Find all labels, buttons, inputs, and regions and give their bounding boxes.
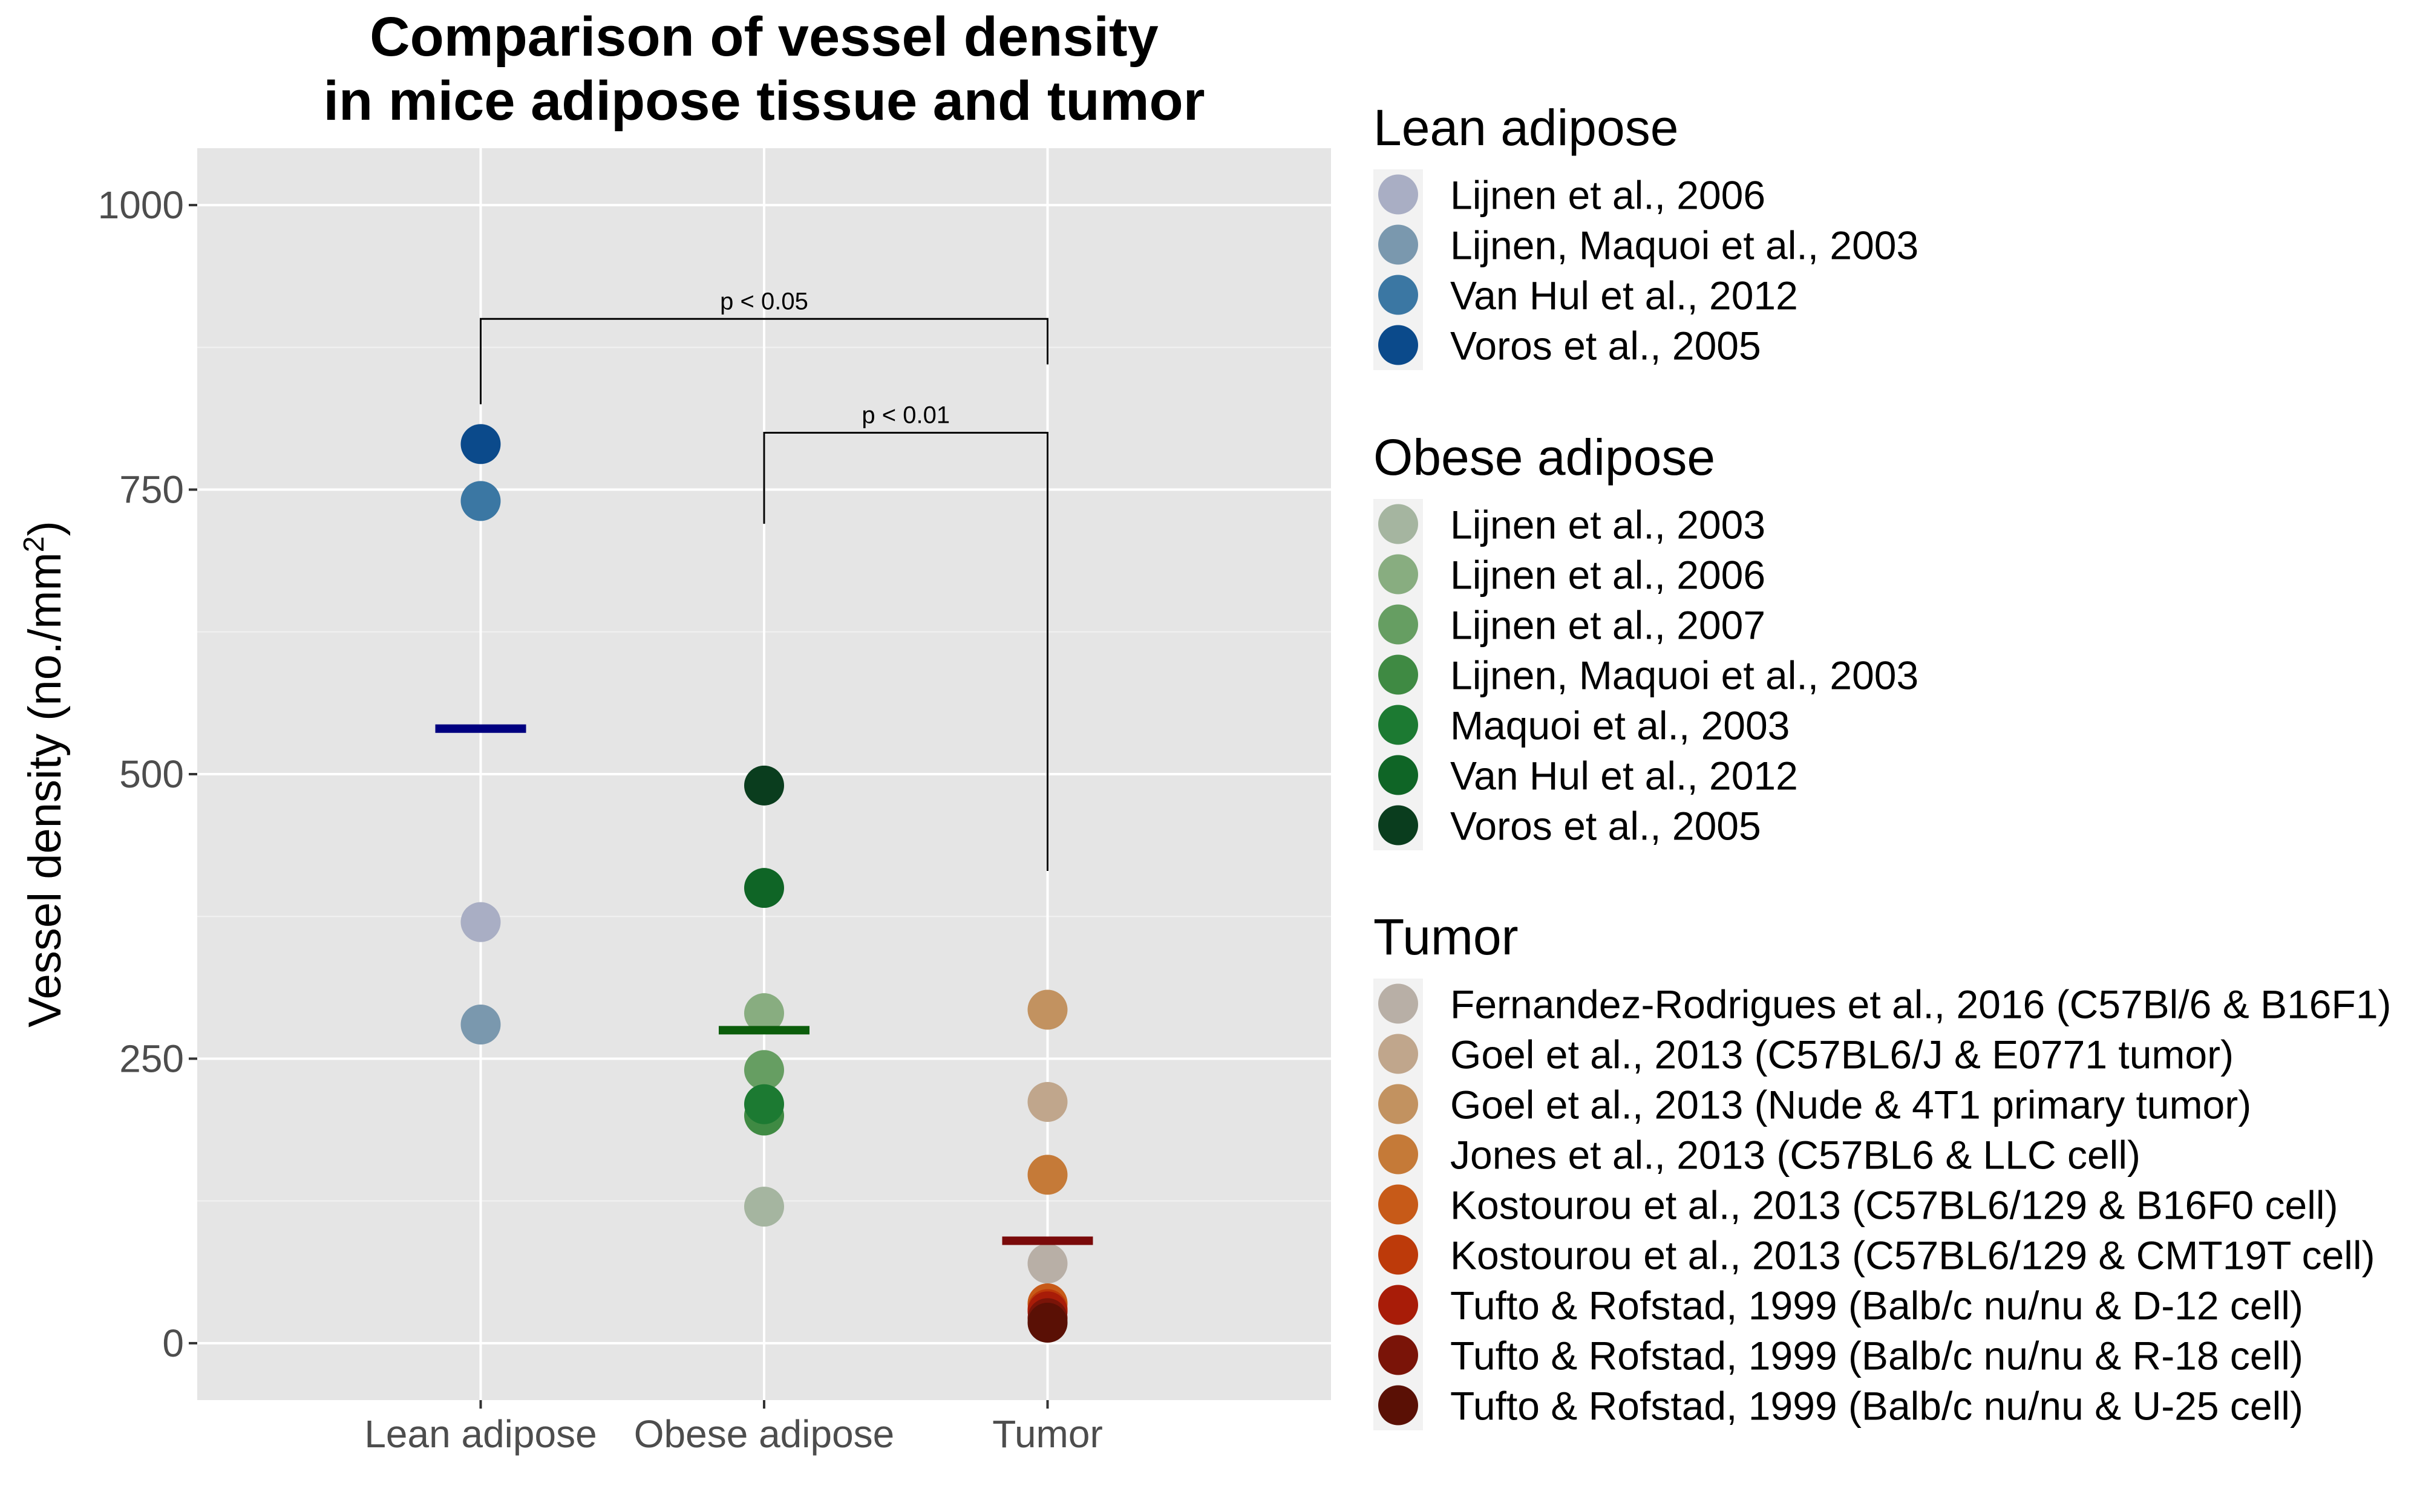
- data-point: [460, 1005, 501, 1044]
- legend-label: Van Hul et al., 2012: [1450, 273, 1798, 318]
- significance-bracket: [480, 318, 1048, 405]
- chart-title-line-2: in mice adipose tissue and tumor: [324, 70, 1205, 132]
- legend-key: [1378, 275, 1418, 315]
- legend-label: Kostourou et al., 2013 (C57BL6/129 & B16…: [1450, 1183, 2338, 1228]
- legend-label: Goel et al., 2013 (Nude & 4T1 primary tu…: [1450, 1083, 2251, 1127]
- legend-key: [1378, 1234, 1418, 1275]
- legend-title: Obese adipose: [1373, 429, 1715, 486]
- data-point: [1027, 1243, 1068, 1284]
- significance-bracket: [763, 431, 1048, 871]
- data-point: [1027, 1081, 1068, 1122]
- legend-label: Lijnen et al., 2007: [1450, 603, 1765, 648]
- legend-key: [1378, 1385, 1418, 1426]
- legend-key: [1378, 174, 1418, 215]
- legend-key: [1378, 224, 1418, 265]
- legend-key: [1378, 1134, 1418, 1175]
- legend-label: Voros et al., 2005: [1450, 324, 1761, 368]
- legend-key: [1378, 805, 1418, 846]
- y-axis-title: Vessel density (no./mm2): [18, 521, 71, 1028]
- legend-key: [1378, 504, 1418, 544]
- legend-key: [1378, 983, 1418, 1024]
- chart-title-line-1: Comparison of vessel density: [370, 6, 1159, 68]
- legend-key: [1378, 1335, 1418, 1375]
- data-points: [435, 424, 1093, 1343]
- legend-label: Goel et al., 2013 (C57BL6/J & E0771 tumo…: [1450, 1032, 2234, 1077]
- legend-label: Kostourou et al., 2013 (C57BL6/129 & CMT…: [1450, 1233, 2375, 1278]
- legend-label: Tufto & Rofstad, 1999 (Balb/c nu/nu & D-…: [1450, 1283, 2303, 1328]
- y-tick-label: 1000: [98, 183, 184, 227]
- data-point: [1027, 1155, 1068, 1195]
- legend-key: [1378, 1285, 1418, 1325]
- legend-key: [1378, 755, 1418, 795]
- legend-key: [1378, 1184, 1418, 1225]
- y-axis-title-superscript: 2: [18, 536, 50, 552]
- data-point: [744, 765, 784, 806]
- legend-label: Tufto & Rofstad, 1999 (Balb/c nu/nu & U-…: [1450, 1384, 2303, 1429]
- y-axis-title-main: Vessel density (no./mm: [19, 552, 71, 1028]
- data-point: [460, 902, 501, 942]
- data-point: [460, 481, 501, 521]
- legend-key: [1378, 604, 1418, 645]
- data-point: [744, 868, 784, 908]
- data-point: [1027, 1303, 1068, 1343]
- legend-key: [1378, 1034, 1418, 1074]
- legend-label: Tufto & Rofstad, 1999 (Balb/c nu/nu & R-…: [1450, 1334, 2303, 1378]
- legend-label: Lijnen et al., 2006: [1450, 553, 1765, 598]
- y-tick-label: 750: [119, 468, 184, 512]
- y-tick-label: 500: [119, 752, 184, 796]
- data-point: [1027, 989, 1068, 1030]
- legend-label: Lijnen, Maquoi et al., 2003: [1450, 223, 1918, 268]
- legend-label: Lijnen et al., 2003: [1450, 503, 1765, 547]
- legend-label: Lijnen et al., 2006: [1450, 173, 1765, 218]
- legend-label: Fernandez-Rodrigues et al., 2016 (C57Bl/…: [1450, 982, 2392, 1027]
- legend-title: Tumor: [1373, 908, 1519, 965]
- y-tick-label: 0: [162, 1321, 184, 1365]
- data-point: [744, 1084, 784, 1124]
- axes: 0 250 500 750 1000 Lean adipose Obese adipose T…: [98, 183, 1103, 1456]
- x-tick-label: Obese adipose: [634, 1412, 895, 1456]
- significance-label: p < 0.01: [862, 402, 950, 428]
- legend-label: Maquoi et al., 2003: [1450, 703, 1790, 748]
- significance-annotations: p < 0.05 p < 0.01: [480, 288, 1048, 871]
- y-tick-label: 250: [119, 1037, 184, 1080]
- y-axis-title-end: ): [19, 521, 71, 536]
- legend-label: Voros et al., 2005: [1450, 804, 1761, 849]
- legend-label: Jones et al., 2013 (C57BL6 & LLC cell): [1450, 1133, 2140, 1178]
- legend-title: Lean adipose: [1373, 99, 1678, 156]
- legend-label: Lijnen, Maquoi et al., 2003: [1450, 653, 1918, 698]
- legend-key: [1378, 705, 1418, 745]
- legend-label: Van Hul et al., 2012: [1450, 754, 1798, 798]
- significance-label: p < 0.05: [720, 288, 808, 314]
- legend-key: [1378, 554, 1418, 595]
- legend-key: [1378, 654, 1418, 695]
- data-point: [744, 1050, 784, 1090]
- legend-key: [1378, 325, 1418, 365]
- x-tick-label: Tumor: [992, 1412, 1103, 1456]
- data-point: [460, 424, 501, 464]
- x-tick-label: Lean adipose: [364, 1412, 597, 1456]
- data-point: [744, 993, 784, 1034]
- legend-key: [1378, 1084, 1418, 1124]
- data-point: [744, 1187, 784, 1227]
- legend: Lean adipose Lijnen et al., 2006 Lijnen, M…: [1373, 99, 2392, 1430]
